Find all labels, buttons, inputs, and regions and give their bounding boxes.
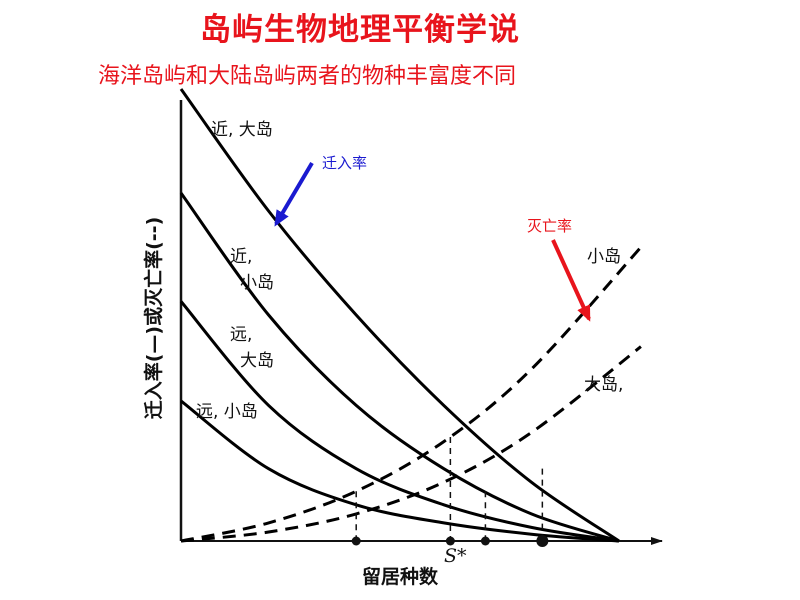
label-near-small-2: 小岛 — [240, 273, 274, 293]
label-far-large-1: 远, — [230, 325, 252, 345]
label-extinction-rate: 灭亡率 — [527, 217, 572, 235]
equilibrium-guides — [351, 437, 549, 547]
immigration-arrow — [274, 161, 314, 227]
equilibrium-marker-2 — [480, 536, 490, 546]
immigration-curve-2 — [179, 300, 620, 543]
x-tick-label-s-star: S* — [444, 545, 467, 567]
equilibrium-marker-0 — [351, 536, 361, 546]
extinction-arrow — [551, 239, 591, 322]
label-extinction-small: 小岛 — [587, 247, 621, 267]
page-title: 岛屿生物地理平衡学说 — [200, 12, 520, 48]
extinction-curve-5 — [180, 345, 642, 543]
label-far-small: 远, 小岛 — [196, 402, 258, 422]
y-axis-label: 迁入率(—)或灭亡率(--) — [142, 217, 165, 420]
immigration-curve-3 — [180, 399, 620, 543]
series-layer — [179, 88, 643, 543]
label-far-large-2: 大岛 — [240, 351, 274, 371]
x-axis-label: 留居种数 — [362, 565, 439, 588]
svg-text:S*: S* — [444, 545, 467, 567]
extinction-curve-4 — [180, 246, 643, 543]
equilibrium-marker-3 — [536, 535, 549, 547]
immigration-curve-1 — [179, 192, 620, 543]
immigration-curve-0 — [179, 88, 620, 543]
label-extinction-large: 大岛, — [584, 375, 623, 395]
page-subtitle: 海洋岛屿和大陆岛屿两者的物种丰富度不同 — [98, 64, 517, 89]
equilibrium-marker-1 — [445, 536, 455, 546]
label-near-large: 近, 大岛 — [211, 120, 273, 140]
label-immigration-rate: 迁入率 — [322, 154, 367, 172]
label-near-small-1: 近, — [230, 247, 252, 267]
